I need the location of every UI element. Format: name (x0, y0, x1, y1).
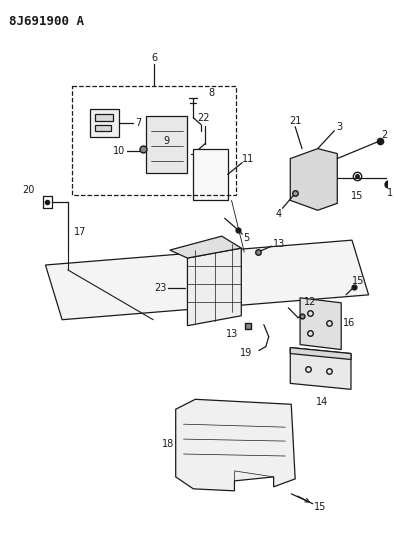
Text: 17: 17 (74, 227, 86, 237)
Text: 10: 10 (113, 146, 125, 156)
Text: 9: 9 (164, 136, 170, 146)
Text: 13: 13 (273, 239, 286, 249)
Text: 11: 11 (242, 154, 254, 164)
Polygon shape (146, 116, 188, 173)
Polygon shape (95, 114, 113, 121)
Text: 22: 22 (197, 113, 209, 123)
Bar (72, 86, 236, 196)
Text: 1: 1 (387, 188, 393, 198)
Text: 5: 5 (243, 233, 249, 243)
Polygon shape (188, 248, 241, 326)
Text: 8J691900 A: 8J691900 A (9, 15, 84, 28)
Text: 18: 18 (162, 439, 174, 449)
Polygon shape (290, 348, 351, 360)
Polygon shape (193, 149, 228, 200)
Polygon shape (290, 348, 351, 389)
Polygon shape (176, 399, 295, 491)
Text: 13: 13 (227, 329, 239, 338)
Text: 12: 12 (304, 297, 316, 307)
Text: 7: 7 (136, 118, 141, 128)
Polygon shape (300, 298, 341, 350)
Text: 8: 8 (208, 88, 214, 98)
Text: 3: 3 (336, 122, 342, 132)
Text: 15: 15 (314, 502, 327, 512)
Polygon shape (89, 109, 119, 136)
Text: 2: 2 (381, 130, 387, 140)
Text: 15: 15 (351, 191, 363, 201)
Text: 21: 21 (289, 116, 301, 126)
Polygon shape (45, 240, 369, 320)
Text: 4: 4 (275, 209, 282, 219)
Text: 20: 20 (22, 185, 35, 196)
Text: 16: 16 (343, 318, 355, 328)
Text: 6: 6 (151, 53, 157, 63)
Text: 14: 14 (316, 397, 328, 407)
Text: 23: 23 (154, 283, 166, 293)
Text: 19: 19 (240, 348, 252, 358)
Polygon shape (290, 149, 337, 211)
Polygon shape (95, 125, 111, 131)
Polygon shape (170, 236, 241, 258)
Text: 15: 15 (352, 276, 364, 286)
